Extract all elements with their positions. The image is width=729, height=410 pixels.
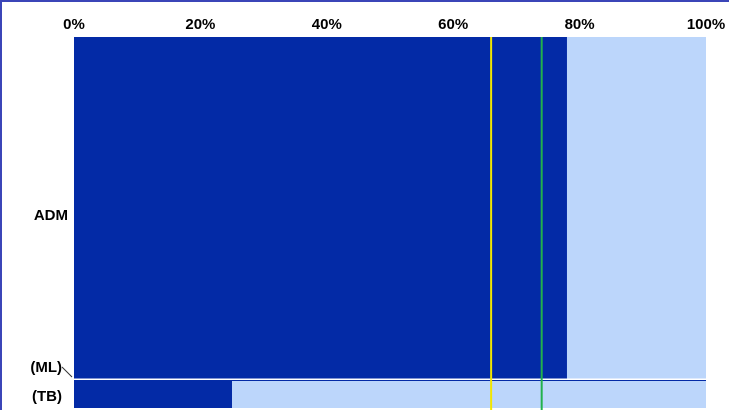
bar-filled-adm [74, 37, 567, 379]
x-tick-label: 100% [687, 16, 725, 33]
x-tick-label: 0% [63, 16, 85, 33]
x-tick-label: 40% [312, 16, 342, 33]
row-label-ml: (ML) [30, 359, 62, 376]
bar-filled-tb [74, 381, 232, 408]
x-tick-label: 20% [185, 16, 215, 33]
x-tick-label: 80% [565, 16, 595, 33]
label-pointer-line [61, 366, 73, 378]
bar-group [74, 37, 706, 408]
row-label-tb: (TB) [32, 388, 62, 405]
x-axis-tick-labels: 0% 20% 40% 60% 80% 100% [63, 16, 725, 33]
x-tick-label: 60% [438, 16, 468, 33]
row-label-adm: ADM [34, 207, 68, 224]
